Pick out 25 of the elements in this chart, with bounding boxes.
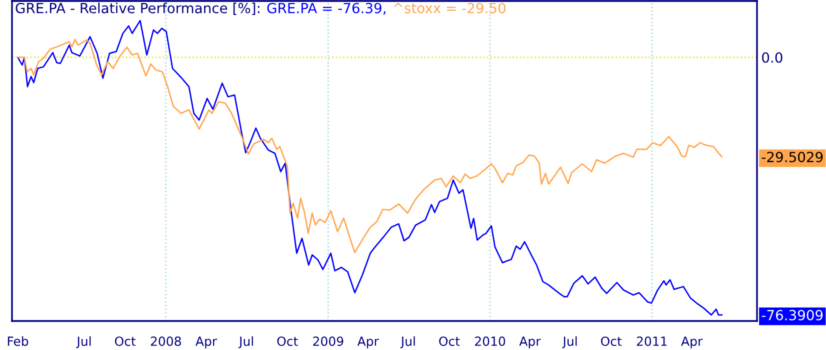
- x-tick-label: Jul: [76, 336, 91, 348]
- x-tick-label: Jul: [562, 336, 577, 348]
- chart-title: GRE.PA - Relative Performance [%]:: [16, 2, 260, 15]
- x-tick-label: Oct: [277, 336, 298, 346]
- x-tick-label: Oct: [601, 336, 622, 346]
- y-tick-label: 0.0: [762, 52, 782, 63]
- y-tick-label: -76.3909: [762, 310, 823, 320]
- y-tick-label: -29.5029: [762, 152, 823, 162]
- x-tick-label: 2011: [636, 336, 667, 346]
- x-tick-label: 2008: [150, 336, 181, 346]
- x-tick-label: Jul: [238, 336, 253, 348]
- x-tick-label: Apr: [681, 336, 703, 348]
- x-tick-label: Oct: [114, 336, 136, 346]
- x-tick-label: Oct: [439, 336, 460, 346]
- annotation: ^stoxx = -29.50: [394, 2, 506, 14]
- line-series: [17, 20, 723, 316]
- x-tick-label: Jul: [400, 336, 415, 348]
- line-series: [17, 38, 723, 254]
- x-tick-label: Apr: [357, 336, 379, 348]
- x-tick-label: 2009: [313, 336, 344, 346]
- x-tick-label: Feb: [8, 336, 28, 346]
- x-tick-label: Apr: [196, 336, 218, 348]
- annotation: GRE.PA = -76.39,: [267, 2, 386, 15]
- x-tick-label: Apr: [519, 336, 541, 348]
- x-tick-label: 2010: [475, 336, 506, 346]
